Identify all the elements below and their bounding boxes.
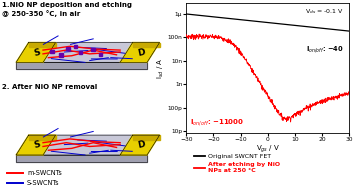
Text: I$_{on/off}$: ~40: I$_{on/off}$: ~40 <box>306 45 344 55</box>
Polygon shape <box>16 135 56 155</box>
Polygon shape <box>29 43 56 47</box>
Text: S: S <box>33 140 41 150</box>
Bar <box>59 53 63 57</box>
Text: 2. After NiO NP removal: 2. After NiO NP removal <box>2 84 97 90</box>
Polygon shape <box>120 135 159 155</box>
Polygon shape <box>16 155 147 162</box>
X-axis label: V$_{gs}$ / V: V$_{gs}$ / V <box>256 144 280 155</box>
Legend: Original SWCNT FET, After etching by NiO
NPs at 250 °C: Original SWCNT FET, After etching by NiO… <box>191 151 283 176</box>
Bar <box>73 45 77 48</box>
Text: D: D <box>136 47 146 58</box>
Polygon shape <box>120 43 159 62</box>
Polygon shape <box>16 43 159 62</box>
Text: 1.NiO NP deposition and etching
@ 250-350 °C, in air: 1.NiO NP deposition and etching @ 250-35… <box>2 2 132 17</box>
Polygon shape <box>16 135 159 155</box>
Bar <box>66 47 70 50</box>
Text: S-SWCNTs: S-SWCNTs <box>27 180 59 186</box>
Text: m-SWCNTs: m-SWCNTs <box>27 170 62 176</box>
Text: V$_{ds}$ = -0.1 V: V$_{ds}$ = -0.1 V <box>305 7 344 16</box>
Polygon shape <box>16 62 147 69</box>
Text: I$_{on/off}$: ~11000: I$_{on/off}$: ~11000 <box>190 118 244 128</box>
Text: S: S <box>33 47 41 57</box>
Polygon shape <box>29 135 56 140</box>
Text: D: D <box>136 140 146 150</box>
Bar <box>92 48 95 51</box>
Bar <box>50 50 54 53</box>
Bar <box>99 53 102 56</box>
Polygon shape <box>133 43 159 47</box>
Polygon shape <box>16 43 56 62</box>
Bar <box>79 51 82 54</box>
Y-axis label: I$_{sd}$ / A: I$_{sd}$ / A <box>156 57 166 79</box>
Polygon shape <box>133 135 159 140</box>
